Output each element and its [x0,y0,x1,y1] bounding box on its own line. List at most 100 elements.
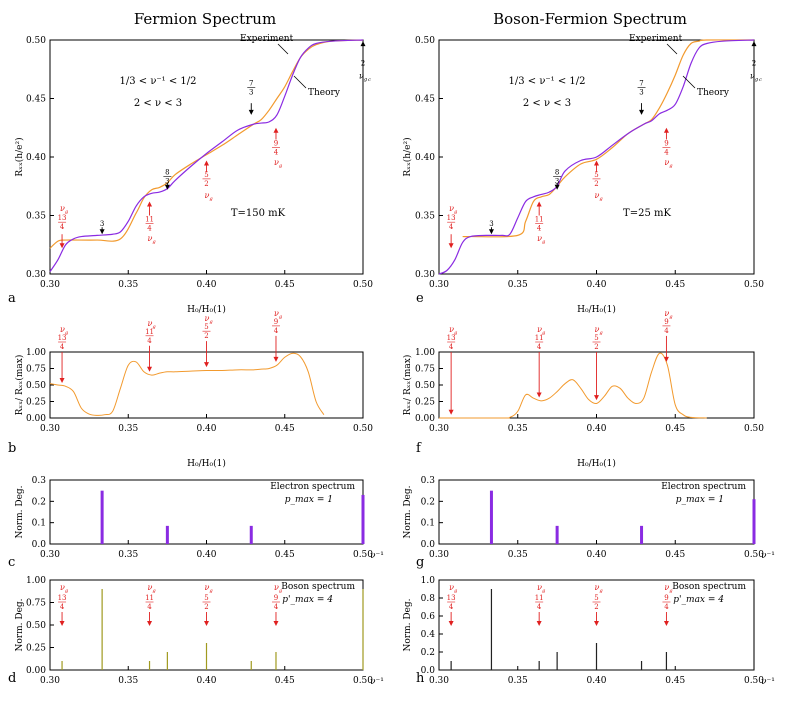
bar-marker-0-sub: g [65,588,68,594]
y-tick-label: 0.50 [415,36,435,46]
bar-marker-3-num: 9 [274,594,278,602]
series-derivative [438,352,707,419]
marker-nugc-sub: g [364,77,367,83]
x-tick-label: 0.35 [118,550,138,560]
deriv-marker-1-sub: g [542,330,545,336]
deriv-marker-1-den: 4 [147,337,152,345]
legend-param: p_max = 1 [285,495,333,505]
y-tick-label: 0.00 [26,666,46,676]
marker-7-3-head [248,109,254,115]
deriv-marker-0-nu: ν [60,325,65,334]
bar [250,661,252,670]
marker-2-label: 2 [361,60,365,68]
x-tick-label: 0.45 [665,424,685,434]
bar-marker-3-sub: g [669,588,672,594]
deriv-marker-3-den: 4 [274,327,279,335]
marker-3-head [488,229,494,235]
deriv-marker-1-num: 11 [145,328,154,336]
y-axis-label: Rₓₓ(h/e²) [14,137,25,176]
marker-9-4-nu: ν [274,158,279,167]
temperature-label: T=150 mK [231,208,286,219]
y-tick-label: 0.75 [26,365,46,375]
bar [556,652,558,670]
y-tick-label: 0.35 [415,212,435,222]
x-tick-label: 0.45 [275,280,295,290]
panel-letter: d [8,671,16,686]
marker-5-2-den: 2 [204,180,208,188]
deriv-marker-3-sub: g [279,314,282,320]
bar [450,661,452,670]
panel-h: 0.30 0.35 0.40 0.45 0.50 0.0 0.2 0.4 0.6 0.8 1.0 h N… [403,576,775,687]
bar-marker-3-num: 9 [664,594,668,602]
deriv-marker-1-den: 4 [537,343,542,351]
bar [249,525,253,544]
marker-8-3-head [164,184,170,190]
deriv-marker-1-num: 11 [535,334,544,342]
y-tick-label: 0.25 [26,398,46,408]
y-tick-label: 0.00 [415,414,435,424]
x-tick-label: 0.50 [744,424,764,434]
bar [362,589,364,670]
temperature-label: T=25 mK [623,208,671,219]
bar-marker-1-num: 11 [535,594,544,602]
marker-9-4-nu: ν [664,158,669,167]
deriv-marker-2-head [594,395,599,401]
y-tick-label: 0.50 [26,381,46,391]
marker-8-3-head [554,184,560,190]
legend-name: Electron spectrum [661,482,746,492]
y-tick-label: 0.25 [26,644,46,654]
marker-2-head [360,41,366,47]
y-tick-label: 0.40 [415,153,435,163]
y-tick-label: 0.1 [32,519,46,529]
y-axis-label: Norm. Deg. [403,598,413,651]
y-tick-label: 0.75 [415,365,435,375]
marker-3-label: 3 [100,220,104,228]
x-axis-label: ν⁻¹ [761,551,775,561]
deriv-marker-3-nu: ν [274,309,279,318]
panel-letter: h [416,671,425,686]
deriv-marker-2-nu: ν [205,314,210,323]
x-tick-label: 0.35 [118,424,138,434]
x-tick-label: 0.40 [196,676,216,686]
deriv-marker-0-head [448,409,454,415]
bar [538,661,540,670]
marker-9-4-sub: g [669,163,672,169]
marker-3-head [99,229,105,235]
bar-marker-1-sub: g [153,588,156,594]
x-tick-label: 0.30 [429,280,449,290]
x-tick-label: 0.35 [118,676,138,686]
y-tick-label: 0.0 [32,540,47,550]
y-tick-label: 0.75 [26,599,46,609]
panel-letter: b [8,441,16,456]
deriv-marker-3-num: 9 [274,318,278,326]
legend-name: Boson spectrum [281,582,355,592]
bar [101,589,103,670]
series-experiment [462,39,755,238]
y-tick-label: 0.0 [421,540,436,550]
x-axis-label: H₀/H₀(1) [577,304,616,315]
y-tick-label: 0.30 [415,270,435,280]
marker-9-4-num: 9 [664,139,668,147]
x-axis-label: H₀/H₀(1) [187,458,226,469]
deriv-marker-1-sub: g [153,324,156,330]
panel-letter: c [8,555,15,570]
x-tick-label: 0.40 [586,550,606,560]
x-axis-label: ν⁻¹ [761,677,775,687]
bar [595,643,598,670]
x-tick-label: 0.30 [40,676,60,686]
deriv-marker-2-sub: g [600,330,603,336]
x-tick-label: 0.50 [353,550,373,560]
marker-3-label: 3 [489,220,493,228]
deriv-marker-2-num: 5 [204,323,208,331]
bar [752,499,756,544]
bar [166,652,168,670]
y-tick-label: 0.30 [26,270,46,280]
y-axis-label: Rₓₓ(h/e²) [402,137,413,176]
marker-13-4-head [448,243,454,249]
panel-d: 0.30 0.35 0.40 0.45 0.50 0.00 0.25 0.50 0.75 1.00… [8,576,384,687]
bar-marker-0-den: 4 [60,603,65,611]
marker-9-4-head [663,127,669,133]
deriv-marker-1-head [147,366,153,372]
bar-marker-2-sub: g [210,588,213,594]
series-experiment [49,39,364,249]
